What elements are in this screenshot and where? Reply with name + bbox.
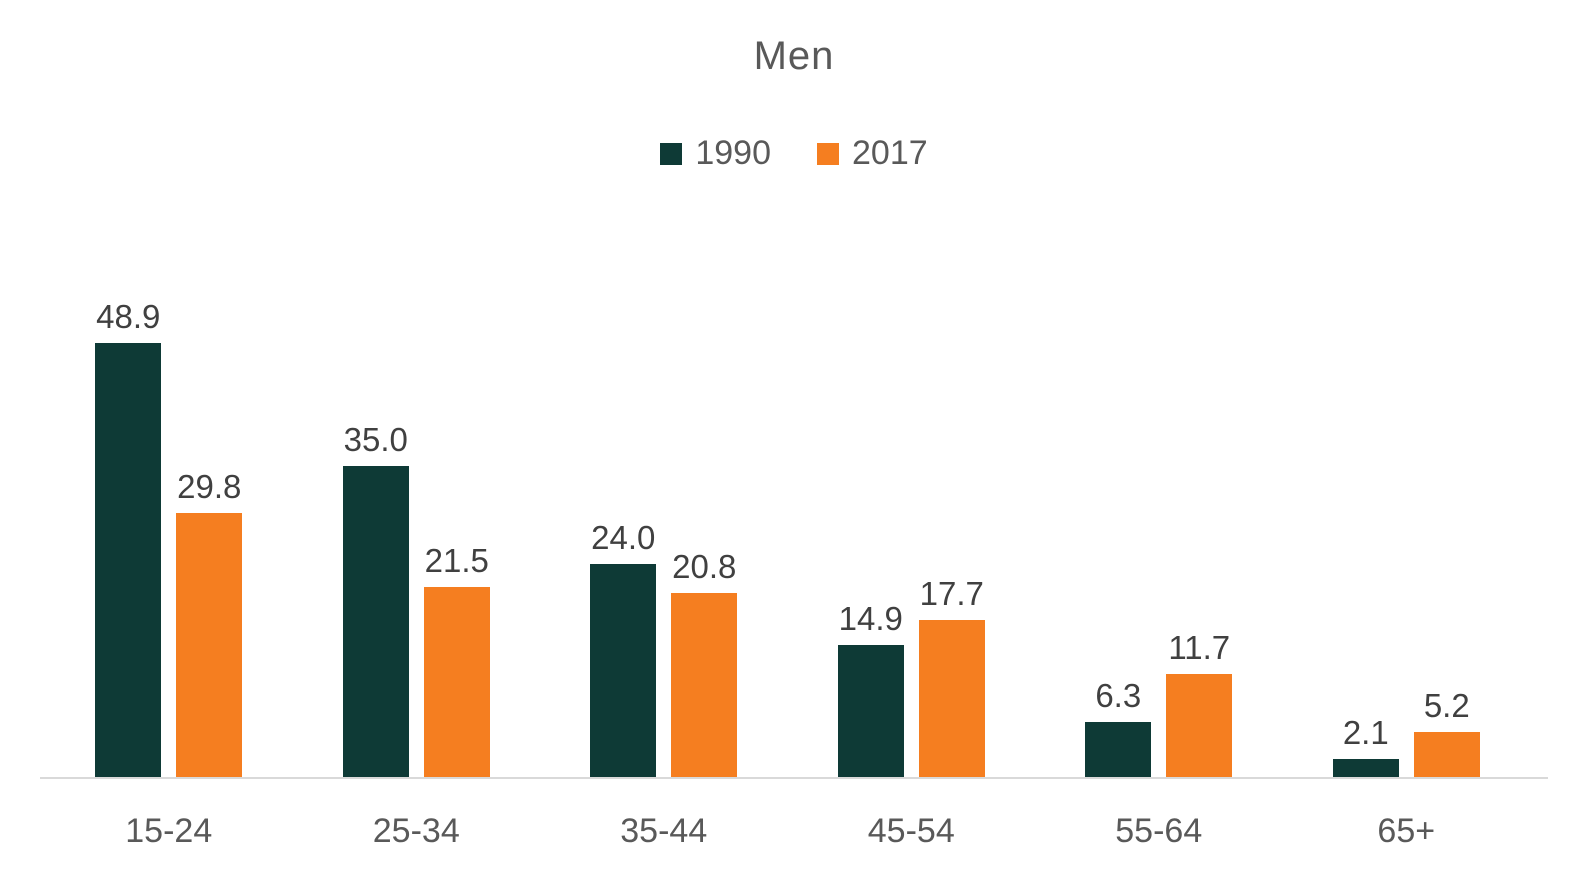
- bar-wrap-2017: 21.5: [423, 541, 490, 778]
- category-label: 55-64: [1115, 812, 1203, 850]
- bar-wrap-1990: 48.9: [95, 297, 162, 778]
- bar-wrap-2017: 20.8: [671, 547, 738, 778]
- bar-1990: [1085, 722, 1152, 778]
- bar-value-label: 20.8: [672, 547, 737, 585]
- bar-2017: [1413, 732, 1480, 778]
- bar-value-label: 2.1: [1342, 713, 1389, 751]
- bar-value-label: 5.2: [1423, 686, 1470, 724]
- bar-wrap-2017: 11.7: [1166, 628, 1233, 778]
- bar-1990: [590, 564, 657, 778]
- legend-label-2017: 2017: [852, 134, 928, 172]
- bar-value-label: 48.9: [96, 297, 161, 335]
- bar-group: 35.0 21.5: [293, 288, 541, 778]
- category-label: 65+: [1377, 812, 1436, 850]
- legend-item-1990: 1990: [660, 134, 771, 173]
- bar-wrap-1990: 2.1: [1332, 713, 1399, 778]
- bar-2017: [918, 620, 985, 778]
- legend-swatch-1990: [660, 142, 683, 165]
- category-label: 35-44: [620, 812, 708, 850]
- bar-group: 48.9 29.8: [45, 288, 293, 778]
- bar-wrap-2017: 17.7: [918, 574, 985, 778]
- category-label: 25-34: [372, 812, 460, 850]
- bar-value-label: 24.0: [591, 518, 656, 556]
- bar-wrap-1990: 24.0: [590, 518, 657, 778]
- bar-group: 14.9 17.7: [788, 288, 1036, 778]
- x-axis-line: [40, 777, 1548, 779]
- bar-1990: [342, 466, 409, 778]
- category-labels: 15-24 25-34 35-44 45-54 55-64 65+: [45, 812, 1530, 851]
- bar-group: 6.3 11.7: [1035, 288, 1283, 778]
- legend-item-2017: 2017: [817, 134, 928, 173]
- bar-wrap-1990: 35.0: [342, 420, 409, 778]
- category-label: 15-24: [125, 812, 213, 850]
- bar-group: 2.1 5.2: [1283, 288, 1531, 778]
- bar-value-label: 21.5: [424, 541, 489, 579]
- bar-group: 24.0 20.8: [540, 288, 788, 778]
- bar-wrap-1990: 6.3: [1085, 676, 1152, 778]
- bar-2017: [1166, 674, 1233, 778]
- bar-1990: [837, 645, 904, 778]
- bar-2017: [671, 593, 738, 778]
- legend-swatch-2017: [817, 142, 839, 165]
- bar-2017: [423, 587, 490, 778]
- bar-1990: [95, 343, 162, 778]
- category-label: 45-54: [867, 812, 955, 850]
- chart-title: Men: [753, 34, 835, 78]
- bar-wrap-2017: 5.2: [1413, 686, 1480, 778]
- bar-value-label: 35.0: [343, 420, 408, 458]
- bar-2017: [176, 513, 243, 778]
- bar-1990: [1332, 759, 1399, 778]
- bar-value-label: 6.3: [1095, 676, 1142, 714]
- bar-wrap-2017: 29.8: [176, 467, 243, 778]
- bar-groups: 48.9 29.8 35.0 21.5 24.0 20.8 14.9 17.7 6.3 11.7 2…: [45, 288, 1530, 778]
- bar-wrap-1990: 14.9: [837, 599, 904, 778]
- bar-value-label: 11.7: [1168, 628, 1231, 666]
- bar-value-label: 29.8: [177, 467, 242, 505]
- legend: 1990 2017: [0, 134, 1588, 173]
- legend-label-1990: 1990: [695, 134, 771, 172]
- bar-value-label: 17.7: [919, 574, 984, 612]
- bar-value-label: 14.9: [838, 599, 903, 637]
